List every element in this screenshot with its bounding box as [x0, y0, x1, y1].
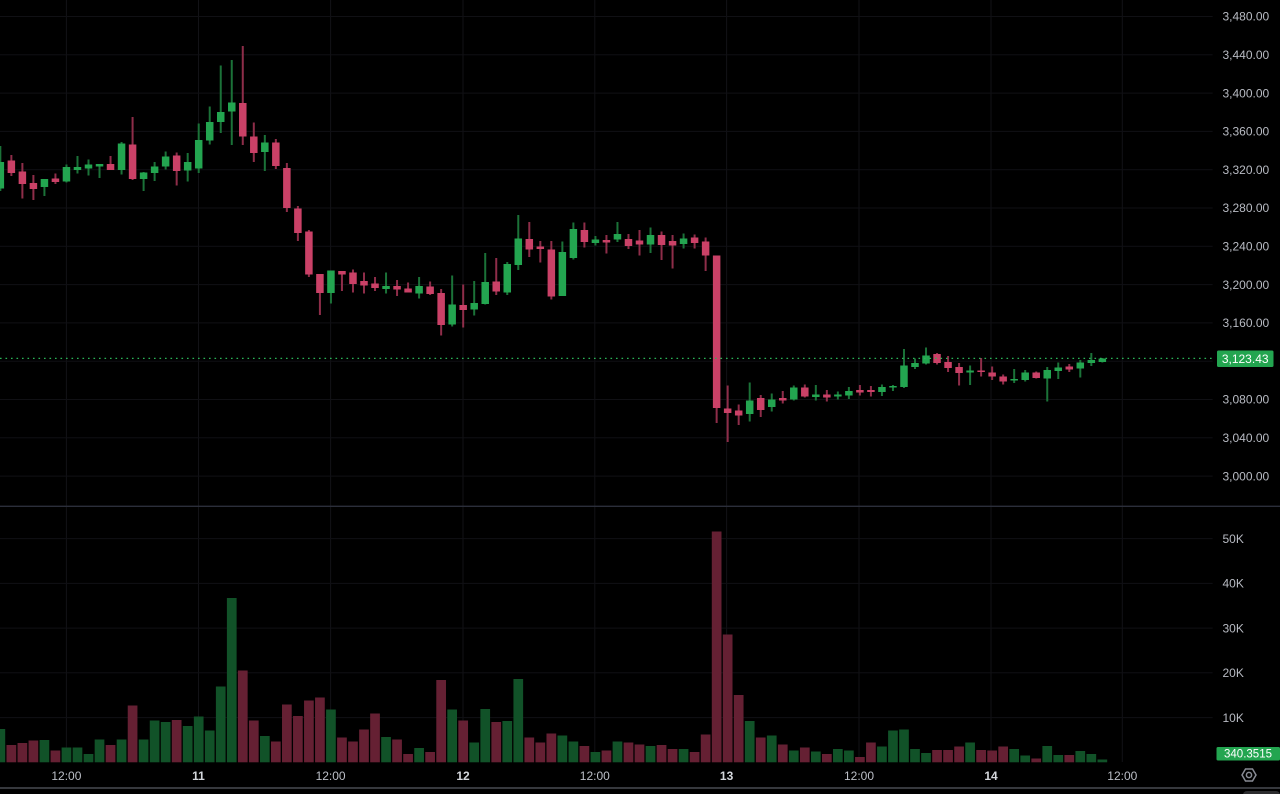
svg-text:340.3515: 340.3515: [1224, 749, 1272, 761]
svg-text:13: 13: [720, 769, 734, 783]
svg-text:12: 12: [456, 769, 470, 783]
svg-text:3,440.00: 3,440.00: [1223, 48, 1270, 62]
svg-text:3,320.00: 3,320.00: [1223, 163, 1270, 177]
svg-text:12:00: 12:00: [316, 769, 346, 783]
svg-text:50K: 50K: [1223, 532, 1244, 546]
svg-text:3,360.00: 3,360.00: [1223, 125, 1270, 139]
svg-text:20K: 20K: [1223, 666, 1244, 680]
svg-text:3,280.00: 3,280.00: [1223, 201, 1270, 215]
svg-text:3,240.00: 3,240.00: [1223, 240, 1270, 254]
svg-text:3,000.00: 3,000.00: [1223, 469, 1270, 483]
svg-text:12:00: 12:00: [1107, 769, 1137, 783]
svg-text:12:00: 12:00: [51, 769, 81, 783]
svg-text:3,400.00: 3,400.00: [1223, 86, 1270, 100]
svg-text:30K: 30K: [1223, 621, 1244, 635]
svg-text:14: 14: [984, 769, 998, 783]
svg-text:12:00: 12:00: [580, 769, 610, 783]
svg-text:10K: 10K: [1223, 711, 1244, 725]
svg-text:12:00: 12:00: [844, 769, 874, 783]
svg-text:3,040.00: 3,040.00: [1223, 431, 1270, 445]
svg-text:3,200.00: 3,200.00: [1223, 278, 1270, 292]
svg-text:3,123.43: 3,123.43: [1222, 352, 1269, 366]
svg-text:3,480.00: 3,480.00: [1223, 10, 1270, 24]
svg-text:3,080.00: 3,080.00: [1223, 393, 1270, 407]
svg-text:40K: 40K: [1223, 577, 1244, 591]
svg-text:11: 11: [192, 769, 205, 783]
svg-text:3,160.00: 3,160.00: [1223, 316, 1270, 330]
